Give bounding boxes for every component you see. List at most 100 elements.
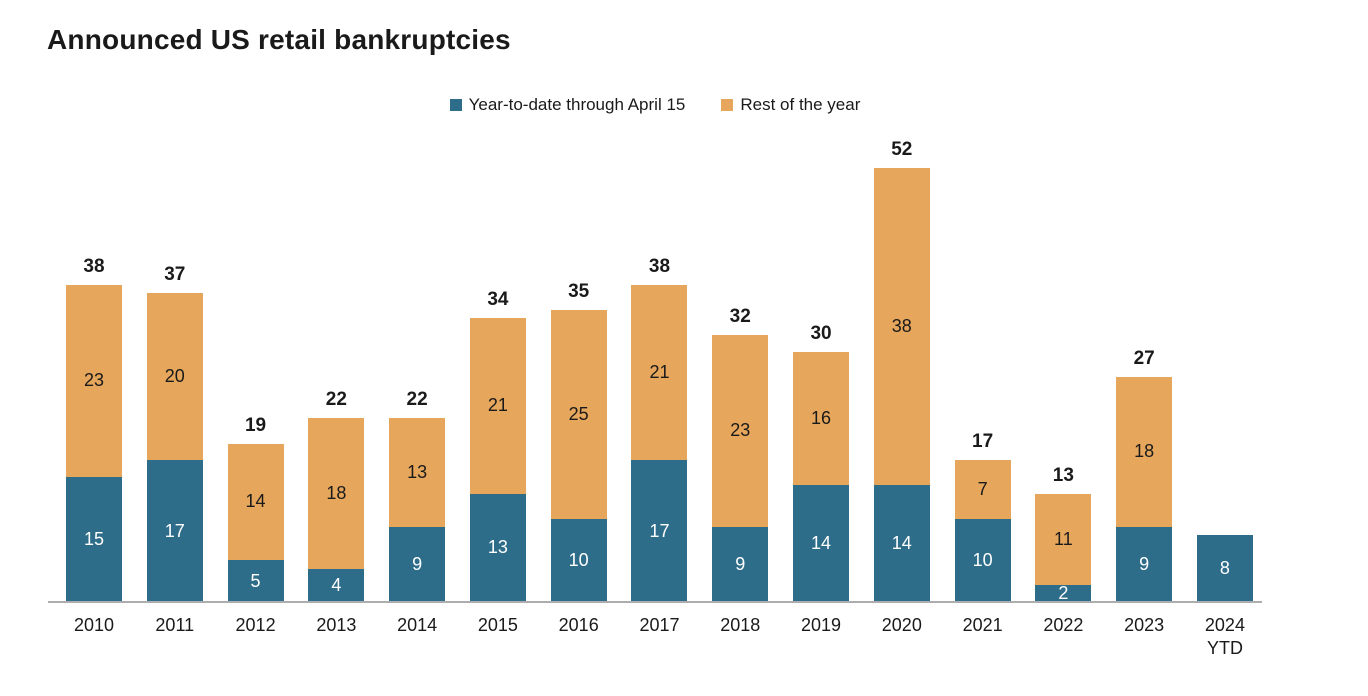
x-axis-label-year: 2023	[1124, 615, 1165, 635]
bar-segment-ytd: 9	[1116, 526, 1173, 602]
bar-segment-rest: 38	[873, 168, 930, 486]
legend-label-rest: Rest of the year	[740, 95, 861, 114]
bar-total-label: 37	[164, 264, 186, 286]
bar-segment-ytd: 17	[631, 460, 688, 602]
bar-value-label: 21	[487, 395, 508, 416]
bar-segment-ytd: 8	[1196, 535, 1253, 602]
bar-segment-ytd: 9	[712, 526, 769, 602]
bar-value-label: 38	[891, 316, 912, 337]
bar-value-label: 8	[1219, 558, 1230, 579]
chart-title: Announced US retail bankruptcies	[47, 24, 511, 55]
x-axis-label-year: 2011	[155, 615, 195, 635]
bar-value-label: 16	[811, 407, 832, 428]
bar-segment-ytd: 17	[146, 460, 203, 602]
x-axis-label: 2012	[228, 614, 284, 659]
bar-segment-rest: 16	[793, 351, 850, 486]
bar-2019: 30 16 14	[793, 323, 850, 602]
x-axis-label: 2011	[147, 614, 203, 659]
bar-segment-rest: 14	[227, 443, 284, 561]
bar-value-label: 9	[412, 553, 423, 574]
bar-2010: 38 23 15	[66, 256, 122, 602]
bar-segment-rest: 23	[712, 334, 769, 527]
bar-segment-ytd: 5	[227, 560, 284, 602]
bar-total-label: 27	[1133, 347, 1155, 369]
bar-value-label: 21	[649, 361, 670, 382]
bar-2016: 35 25 10	[550, 281, 607, 602]
bar-segment-rest: 18	[1116, 376, 1173, 527]
bar-segment-rest: 25	[550, 309, 607, 519]
bar-value-label: 9	[735, 553, 746, 574]
x-axis-label: 2019	[793, 614, 849, 659]
bar-value-label: 14	[245, 491, 266, 512]
bar-value-label: 25	[568, 403, 589, 424]
plot-area: 38 23 15 37 20 17 19 14 5 22 18 4 22 13 9 34 21 13 35 25 10 3…	[66, 139, 1253, 603]
x-axis-label-year: 2015	[477, 615, 518, 635]
bar-segment-rest: 21	[469, 318, 526, 494]
x-axis-label: 2020	[874, 614, 930, 659]
bar-total-label: 32	[729, 305, 751, 327]
bar-total-label: 35	[568, 280, 590, 302]
bar-total-label: 22	[325, 389, 347, 411]
bar-total-label: 30	[810, 322, 832, 344]
bar-2020: 52 38 14	[873, 139, 930, 602]
bar-2023: 27 18 9	[1116, 348, 1173, 602]
x-axis-label: 2021	[955, 614, 1011, 659]
x-axis-label-year: 2018	[720, 615, 761, 635]
x-axis-label: 2018	[712, 614, 768, 659]
bar-segment-rest: 7	[954, 460, 1011, 519]
bar-2011: 37 20 17	[146, 264, 203, 602]
x-axis-label-year: 2016	[558, 615, 599, 635]
x-axis-label-year: 2010	[73, 615, 115, 635]
bar-value-label: 17	[649, 520, 670, 541]
bar-segment-rest: 11	[1035, 493, 1092, 586]
bar-value-label: 5	[250, 570, 261, 591]
x-axis-label-year: 2021	[962, 615, 1003, 635]
bar-2021: 17 7 10	[954, 431, 1011, 602]
x-axis-label-year: 2022	[1043, 615, 1084, 635]
bar-2022: 13 11 2	[1035, 465, 1092, 603]
bar-value-label: 14	[891, 533, 912, 554]
bar-segment-ytd: 14	[873, 485, 930, 602]
legend-label-ytd: Year-to-date through April 15	[468, 95, 686, 114]
x-axis-label-year: 2013	[316, 615, 357, 635]
bar-segment-ytd: 9	[389, 526, 446, 602]
bar-segment-rest: 20	[146, 293, 203, 461]
bar-segment-rest: 21	[631, 284, 688, 461]
bar-2012: 19 14 5	[227, 415, 284, 602]
bar-value-label: 15	[83, 528, 105, 549]
legend-swatch-rest-icon	[721, 99, 734, 111]
x-axis-label-year: 2024	[1204, 615, 1245, 635]
bar-value-label: 13	[487, 537, 508, 558]
bar-value-label: 13	[407, 462, 428, 483]
bar-total-label: 52	[891, 139, 913, 161]
bar-value-label: 23	[83, 370, 105, 391]
bar-value-label: 20	[164, 366, 185, 387]
x-axis-labels: 2010 2011 2012 2013 2014 2015 2016 2017 2018 2019…	[66, 614, 1253, 659]
bar-value-label: 7	[977, 478, 988, 499]
bar-value-label: 10	[568, 549, 589, 570]
bar-total-label: 38	[83, 255, 105, 277]
bar-total-label: 34	[487, 289, 509, 311]
x-axis-label-year: 2019	[801, 615, 842, 635]
bar-2015: 34 21 13	[469, 289, 526, 602]
bar-2013: 22 18 4	[308, 389, 365, 602]
x-axis-label: 2014	[389, 614, 445, 659]
legend-item-ytd: Year-to-date through April 15	[449, 95, 686, 115]
bar-total-label: 13	[1052, 464, 1074, 486]
x-axis-label: 2024 YTD	[1197, 614, 1253, 659]
x-axis-label: 2017	[631, 614, 687, 659]
x-axis-label-year: 2012	[235, 615, 276, 635]
bar-2014: 22 13 9	[389, 389, 446, 602]
x-axis-label-sub: YTD	[1206, 637, 1243, 658]
bar-segment-rest: 13	[389, 418, 446, 527]
bar-segment-ytd: 10	[550, 518, 607, 602]
bar-value-label: 9	[1139, 553, 1150, 574]
bar-total-label: 22	[406, 389, 428, 411]
bar-total-label: 17	[972, 431, 994, 453]
x-axis-label: 2015	[470, 614, 526, 659]
bar-segment-ytd: 10	[954, 518, 1011, 602]
bar-total-label: 38	[648, 255, 671, 277]
bar-segment-ytd: 4	[308, 568, 365, 602]
bar-segment-ytd: 2	[1035, 583, 1092, 603]
